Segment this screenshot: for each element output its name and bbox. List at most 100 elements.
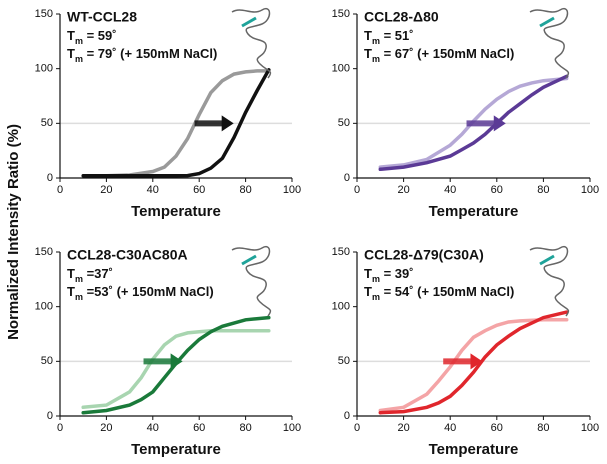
panel-title: CCL28-Δ79(C30A) — [364, 247, 484, 263]
annotation-sub: m — [75, 36, 83, 46]
y-tick-label: 0 — [47, 410, 53, 422]
x-tick-label: 100 — [283, 422, 301, 434]
y-tick-label: 50 — [41, 117, 53, 129]
arrow-head — [493, 115, 506, 132]
protein-icon-strand — [241, 254, 257, 266]
protein-icon — [231, 245, 272, 317]
annotation-base: T — [364, 266, 372, 281]
protein-icon — [231, 7, 272, 79]
y-tick-label: 0 — [344, 410, 350, 422]
annotation-sub: m — [75, 274, 83, 284]
annotation-base: T — [67, 46, 75, 61]
x-axis-label: Temperature — [429, 441, 519, 458]
x-tick-label: 60 — [491, 422, 503, 434]
x-tick-label: 100 — [581, 184, 599, 196]
arrow-head — [470, 353, 483, 370]
y-tick-label: 150 — [332, 246, 350, 258]
x-tick-label: 20 — [100, 184, 112, 196]
y-tick-label: 150 — [35, 8, 53, 20]
fit-curve — [378, 318, 569, 413]
y-tick-label: 150 — [35, 246, 53, 258]
x-tick-label: 20 — [397, 422, 409, 434]
x-axis-label: Temperature — [131, 203, 221, 220]
panel-title: CCL28-C30AC80A — [67, 247, 188, 263]
y-tick-label: 0 — [344, 172, 350, 184]
annotation-base: T — [364, 28, 372, 43]
x-tick-label: 20 — [100, 422, 112, 434]
panel-title: CCL28-Δ80 — [364, 9, 439, 25]
x-tick-label: 0 — [57, 422, 63, 434]
fit-curve — [378, 310, 569, 415]
x-tick-label: 0 — [354, 184, 360, 196]
protein-icon-strand — [539, 254, 555, 266]
x-tick-label: 40 — [147, 422, 159, 434]
x-tick-label: 80 — [239, 184, 251, 196]
y-tick-label: 100 — [332, 63, 350, 75]
protein-icon-strand — [539, 16, 555, 28]
annotation: Tm =53˚ (+ 150mM NaCl) — [67, 284, 214, 302]
annotation-rest: = 59˚ — [83, 28, 117, 43]
x-tick-label: 0 — [57, 184, 63, 196]
y-tick-label: 50 — [338, 355, 350, 367]
fit-curve — [81, 328, 271, 410]
annotation-rest: =53˚ (+ 150mM NaCl) — [83, 284, 214, 299]
annotation: Tm = 54˚ (+ 150mM NaCl) — [364, 284, 514, 302]
x-tick-label: 20 — [397, 184, 409, 196]
x-tick-label: 80 — [239, 422, 251, 434]
annotation-rest: =37˚ — [83, 266, 113, 281]
panel-title: WT-CCL28 — [67, 9, 137, 25]
protein-icon — [529, 7, 570, 79]
arrow-head — [170, 353, 183, 370]
annotation: Tm = 67˚ (+ 150mM NaCl) — [364, 46, 514, 64]
x-tick-label: 80 — [537, 184, 549, 196]
x-tick-label: 60 — [491, 184, 503, 196]
y-tick-label: 100 — [35, 63, 53, 75]
x-tick-label: 0 — [354, 422, 360, 434]
annotation-base: T — [67, 266, 75, 281]
annotation: Tm = 51˚ — [364, 28, 414, 46]
y-tick-label: 0 — [47, 172, 53, 184]
x-axis-label: Temperature — [429, 203, 519, 220]
x-tick-label: 60 — [193, 422, 205, 434]
y-tick-label: 50 — [41, 355, 53, 367]
fit-curve — [378, 74, 569, 172]
y-tick-label: 150 — [332, 8, 350, 20]
y-axis-label: Normalized Intensity Ratio (%) — [5, 124, 22, 340]
annotation-rest: = 54˚ (+ 150mM NaCl) — [380, 284, 514, 299]
x-tick-label: 100 — [581, 422, 599, 434]
y-tick-label: 100 — [332, 301, 350, 313]
protein-icon — [529, 245, 570, 317]
annotation-rest: = 51˚ — [380, 28, 414, 43]
annotation-sub: m — [372, 292, 380, 302]
annotation-rest: = 79˚ (+ 150mM NaCl) — [83, 46, 217, 61]
x-axis-label: Temperature — [131, 441, 221, 458]
x-tick-label: 100 — [283, 184, 301, 196]
annotation: Tm =37˚ — [67, 266, 113, 284]
annotation-base: T — [364, 284, 372, 299]
annotation-base: T — [67, 28, 75, 43]
annotation-sub: m — [372, 36, 380, 46]
annotation-sub: m — [75, 54, 83, 64]
x-tick-label: 40 — [147, 184, 159, 196]
annotation: Tm = 79˚ (+ 150mM NaCl) — [67, 46, 217, 64]
y-tick-label: 50 — [338, 117, 350, 129]
protein-icon-strand — [241, 16, 257, 28]
x-tick-label: 80 — [537, 422, 549, 434]
annotation-rest: = 39˚ — [380, 266, 414, 281]
arrow-head — [221, 115, 234, 132]
annotation-rest: = 67˚ (+ 150mM NaCl) — [380, 46, 514, 61]
x-tick-label: 40 — [444, 422, 456, 434]
annotation: Tm = 59˚ — [67, 28, 117, 46]
annotation-sub: m — [372, 54, 380, 64]
annotation-sub: m — [372, 274, 380, 284]
y-tick-label: 100 — [35, 301, 53, 313]
annotation-base: T — [67, 284, 75, 299]
annotation: Tm = 39˚ — [364, 266, 414, 284]
annotation-sub: m — [75, 292, 83, 302]
x-tick-label: 60 — [193, 184, 205, 196]
fit-curve — [378, 76, 569, 169]
fit-curve — [81, 68, 271, 178]
annotation-base: T — [364, 46, 372, 61]
x-tick-label: 40 — [444, 184, 456, 196]
